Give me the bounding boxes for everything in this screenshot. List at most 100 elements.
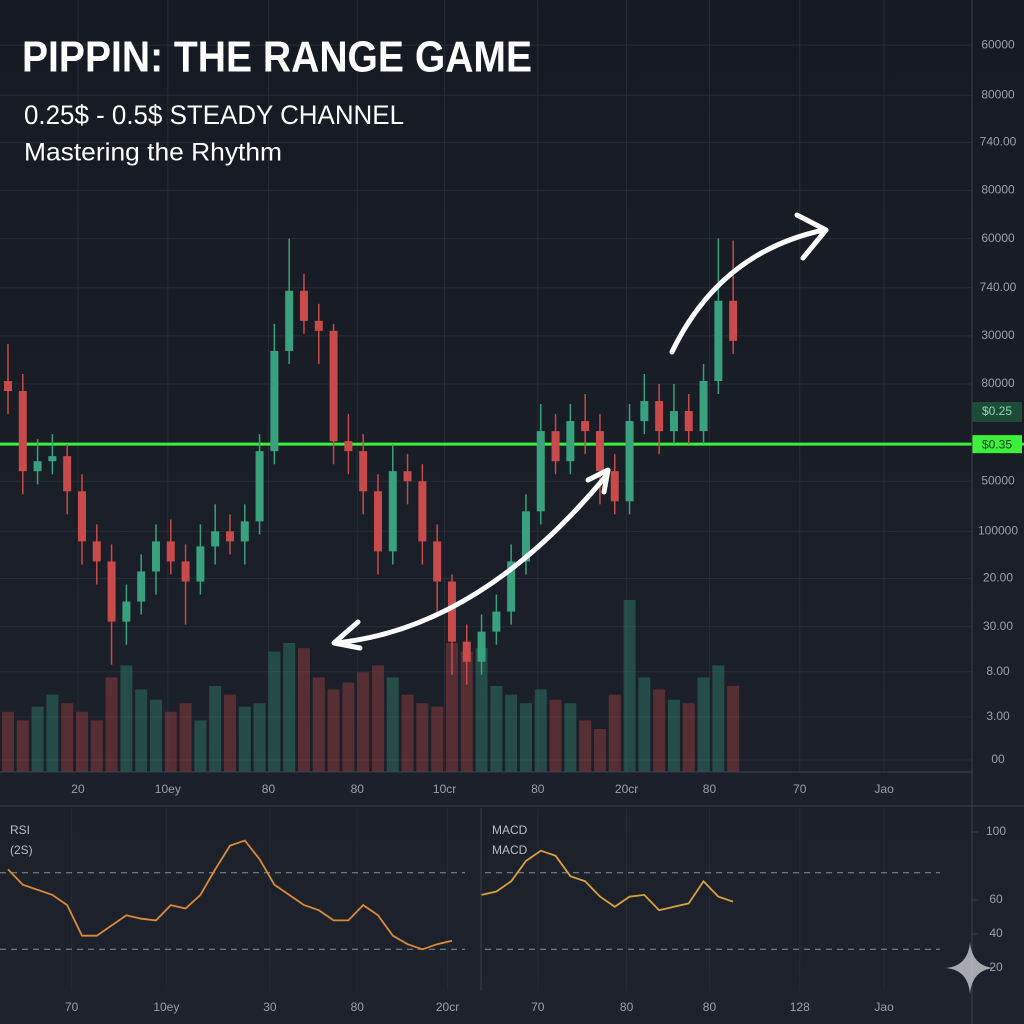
candle-body (63, 456, 72, 492)
candle-body (359, 451, 368, 492)
x-tick-label: 70 (65, 1000, 79, 1014)
volume-bar (638, 677, 651, 772)
y-tick-label: 60000 (981, 37, 1015, 51)
panel-label: RSI (10, 823, 30, 837)
candle-body (18, 391, 27, 472)
candle-body (166, 541, 175, 562)
candle-body (3, 380, 12, 392)
volume-bar (238, 706, 251, 772)
y-tick-label: 20.00 (983, 571, 1013, 585)
candle-body (640, 401, 649, 422)
volume-bar (712, 665, 725, 772)
candle-body (477, 631, 486, 662)
x-tick-label: 10cr (433, 782, 456, 796)
x-tick-label: 10ey (155, 782, 181, 796)
candle-body (240, 521, 249, 542)
volume-bar (297, 648, 310, 772)
volume-bar (653, 689, 666, 772)
indicator-line (7, 839, 453, 951)
candle-body (196, 546, 205, 582)
chart-subtitle: 0.25$ - 0.5$ STEADY CHANNEL (24, 100, 404, 130)
level-tag-box (972, 435, 1022, 454)
y-tick-label: 100000 (978, 524, 1018, 538)
candle-body (344, 441, 353, 452)
candle-body (329, 330, 338, 442)
x-tick-label: 20cr (615, 782, 638, 796)
y-tick-label: 80000 (981, 376, 1015, 390)
arrow (333, 473, 609, 646)
candle-body (447, 581, 456, 642)
candle-body (699, 380, 708, 432)
x-tick-label: 10ey (153, 1000, 179, 1014)
volume-bar (75, 711, 88, 772)
x-tick-label: 80 (531, 782, 545, 796)
volume-bar (105, 677, 118, 772)
level-tag: $0.35 (982, 437, 1012, 451)
x-tick-label: 20 (71, 782, 85, 796)
candle-body (270, 350, 279, 452)
y-tick-label: 740.00 (980, 280, 1017, 294)
candle-body (211, 531, 220, 547)
y-tick-label: 60000 (981, 231, 1015, 245)
volume-bar (445, 643, 458, 772)
candle-body (314, 320, 323, 331)
volume-bar (505, 694, 518, 772)
candle-body (122, 601, 131, 622)
volume-bar (327, 689, 340, 772)
candle-body (403, 471, 412, 482)
candle-body (507, 561, 516, 612)
volume-bar (1, 711, 14, 772)
volume-bar (519, 703, 532, 772)
candle-body (462, 641, 471, 662)
volume-bar (194, 720, 207, 772)
volume-bar (149, 699, 162, 772)
x-tick-label: Jao (874, 1000, 894, 1014)
arrow (669, 227, 827, 355)
volume-bar (608, 694, 621, 772)
chart-title: PIPPIN: THE RANGE GAME (22, 33, 532, 82)
candle-body (595, 431, 604, 472)
volume-bar (431, 706, 444, 772)
y-tick-label: 00 (991, 752, 1005, 766)
candle-body (151, 541, 160, 572)
panel-label: MACD (492, 823, 528, 837)
x-tick-label: 20cr (436, 1000, 459, 1014)
volume-bar (623, 600, 636, 772)
price-tag-box (972, 402, 1022, 422)
x-tick-label: 70 (531, 1000, 545, 1014)
x-tick-label: 80 (620, 1000, 634, 1014)
volume-bar (416, 703, 429, 772)
volume-bar (667, 699, 680, 772)
volume-bar (268, 651, 281, 772)
volume-bar (401, 694, 414, 772)
chart-caption: Mastering the Rhythm (24, 139, 282, 167)
volume-bar (475, 648, 488, 772)
y-tick-label: 20 (989, 960, 1003, 974)
volume-bar (579, 720, 592, 772)
volume-bar (31, 706, 44, 772)
volume-bar (209, 686, 222, 772)
y-tick-label: 30.00 (983, 619, 1013, 633)
candle-body (418, 481, 427, 542)
volume-bar (283, 643, 296, 772)
x-tick-label: 80 (262, 782, 276, 796)
candle-body (77, 491, 86, 542)
volume-bar (16, 720, 29, 772)
x-tick-label: 80 (351, 782, 365, 796)
volume-bar (490, 686, 503, 772)
candle-body (299, 290, 308, 321)
arrowhead (331, 619, 363, 651)
y-tick-label: 8.00 (986, 664, 1010, 678)
y-tick-label: 740.00 (980, 135, 1017, 149)
volume-bar (179, 703, 192, 772)
x-tick-label: 80 (351, 1000, 365, 1014)
y-tick-label: 100 (986, 824, 1006, 838)
candle-body (48, 456, 57, 462)
y-tick-label: 60 (989, 892, 1003, 906)
arrowhead (794, 212, 829, 261)
x-tick-label: 80 (703, 1000, 717, 1014)
volume-bar (120, 665, 133, 772)
y-tick-label: 40 (989, 926, 1003, 940)
x-tick-label: 70 (793, 782, 807, 796)
